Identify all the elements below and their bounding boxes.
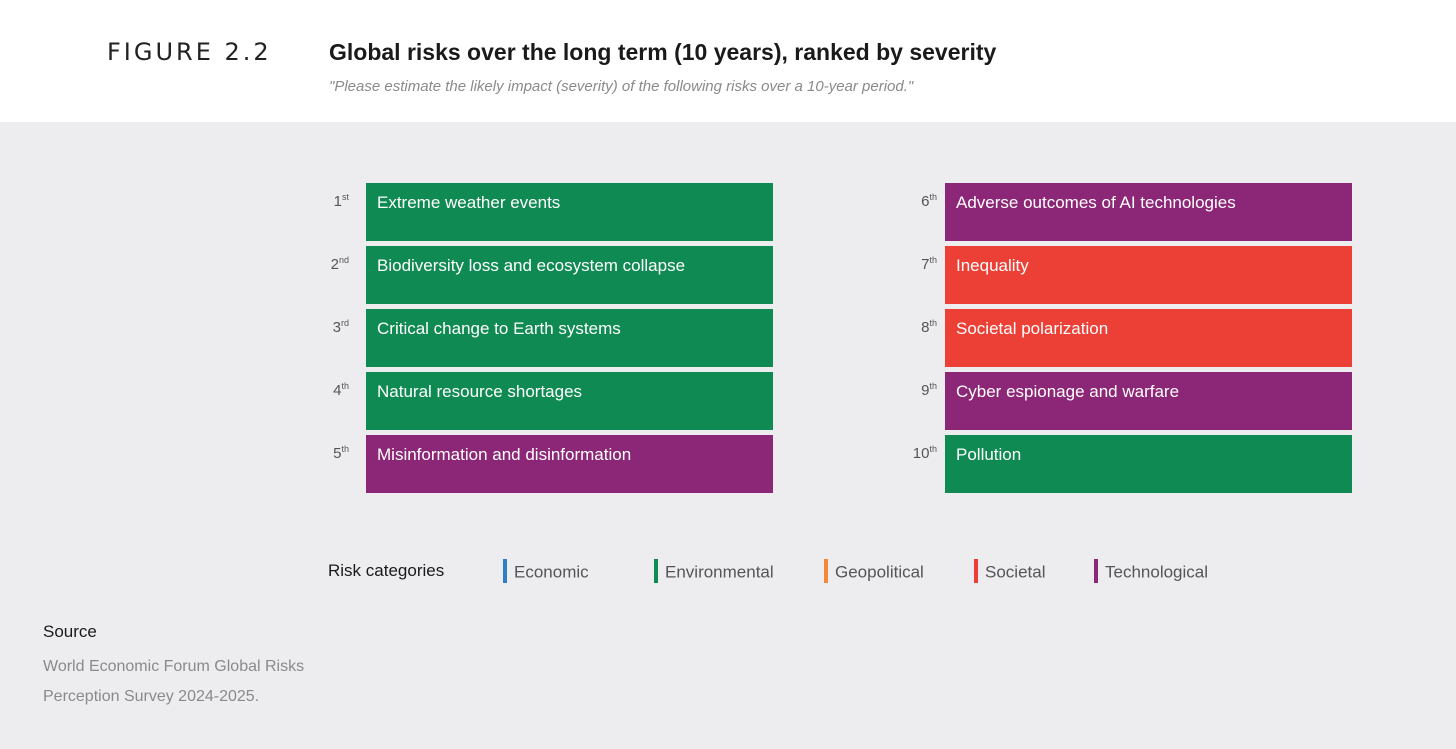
- rank-suffix: th: [929, 192, 937, 202]
- rank-number: 4: [333, 382, 342, 399]
- legend-label: Geopolitical: [835, 562, 924, 582]
- risk-label: Inequality: [956, 256, 1029, 275]
- rank-number: 10: [912, 445, 930, 462]
- risk-label: Misinformation and disinformation: [377, 445, 632, 464]
- figure-header: FIGURE 2.2 Global risks over the long te…: [0, 0, 1456, 122]
- rank-number: 7: [921, 256, 930, 273]
- rank-label: 1st: [318, 192, 349, 211]
- legend-swatch: [1094, 559, 1098, 583]
- rank-suffix: nd: [338, 255, 349, 265]
- legend-item: Societal: [974, 559, 1046, 585]
- risk-label: Societal polarization: [956, 319, 1109, 338]
- rank-suffix: rd: [340, 318, 349, 328]
- legend-swatch: [824, 559, 828, 583]
- rank-label: 10th: [892, 444, 937, 463]
- risk-bar: Cyber espionage and warfare: [945, 372, 1352, 430]
- rank-suffix: st: [341, 192, 349, 202]
- rank-label: 6th: [892, 192, 937, 211]
- risk-bar: Biodiversity loss and ecosystem collapse: [366, 246, 773, 304]
- rank-number: 8: [921, 319, 930, 336]
- risk-label: Pollution: [956, 445, 1022, 464]
- risk-label: Cyber espionage and warfare: [956, 382, 1180, 401]
- rank-label: 5th: [318, 444, 349, 463]
- rank-suffix: th: [929, 381, 937, 391]
- rank-label: 8th: [892, 318, 937, 337]
- risk-bar: Extreme weather events: [366, 183, 773, 241]
- risk-bar: Critical change to Earth systems: [366, 309, 773, 367]
- rank-suffix: th: [341, 381, 349, 391]
- source-title: Source: [43, 622, 97, 641]
- rank-label: 7th: [892, 255, 937, 274]
- risk-label: Biodiversity loss and ecosystem collapse: [377, 256, 686, 275]
- legend-item: Geopolitical: [824, 559, 924, 585]
- rank-suffix: th: [929, 255, 937, 265]
- risk-label: Extreme weather events: [377, 193, 561, 212]
- legend-item: Environmental: [654, 559, 774, 585]
- rank-suffix: th: [929, 318, 937, 328]
- chart-subtitle: "Please estimate the likely impact (seve…: [329, 78, 914, 95]
- rank-suffix: th: [341, 444, 349, 454]
- rank-number: 1: [333, 193, 342, 210]
- risk-bar: Societal polarization: [945, 309, 1352, 367]
- rank-label: 3rd: [318, 318, 349, 337]
- legend-label: Environmental: [665, 562, 774, 582]
- source-text: World Economic Forum Global Risks Percep…: [43, 658, 305, 705]
- rank-label: 9th: [892, 381, 937, 400]
- figure-label: FIGURE 2.2: [107, 38, 272, 66]
- legend-swatch: [974, 559, 978, 583]
- risk-label: Adverse outcomes of AI technologies: [956, 193, 1236, 212]
- legend-item: Economic: [503, 559, 589, 585]
- chart-title: Global risks over the long term (10 year…: [329, 39, 997, 65]
- rank-number: 3: [332, 319, 341, 336]
- rank-number: 2: [330, 256, 339, 273]
- rank-label: 2nd: [318, 255, 349, 274]
- risk-bar: Inequality: [945, 246, 1352, 304]
- legend-swatch: [654, 559, 658, 583]
- legend-label: Societal: [985, 562, 1046, 582]
- legend-swatch: [503, 559, 507, 583]
- risk-label: Natural resource shortages: [377, 382, 583, 401]
- rank-number: 9: [921, 382, 930, 399]
- legend-title: Risk categories: [328, 561, 445, 580]
- rank-number: 6: [921, 193, 930, 210]
- risk-bar: Adverse outcomes of AI technologies: [945, 183, 1352, 241]
- risk-label: Critical change to Earth systems: [377, 319, 621, 338]
- legend-item: Technological: [1094, 559, 1209, 585]
- rank-suffix: th: [929, 444, 937, 454]
- risk-bar: Natural resource shortages: [366, 372, 773, 430]
- risk-bar: Pollution: [945, 435, 1352, 493]
- legend-label: Technological: [1105, 562, 1209, 582]
- risk-bar: Misinformation and disinformation: [366, 435, 773, 493]
- rank-label: 4th: [318, 381, 349, 400]
- rank-number: 5: [333, 445, 342, 462]
- legend-label: Economic: [514, 562, 589, 582]
